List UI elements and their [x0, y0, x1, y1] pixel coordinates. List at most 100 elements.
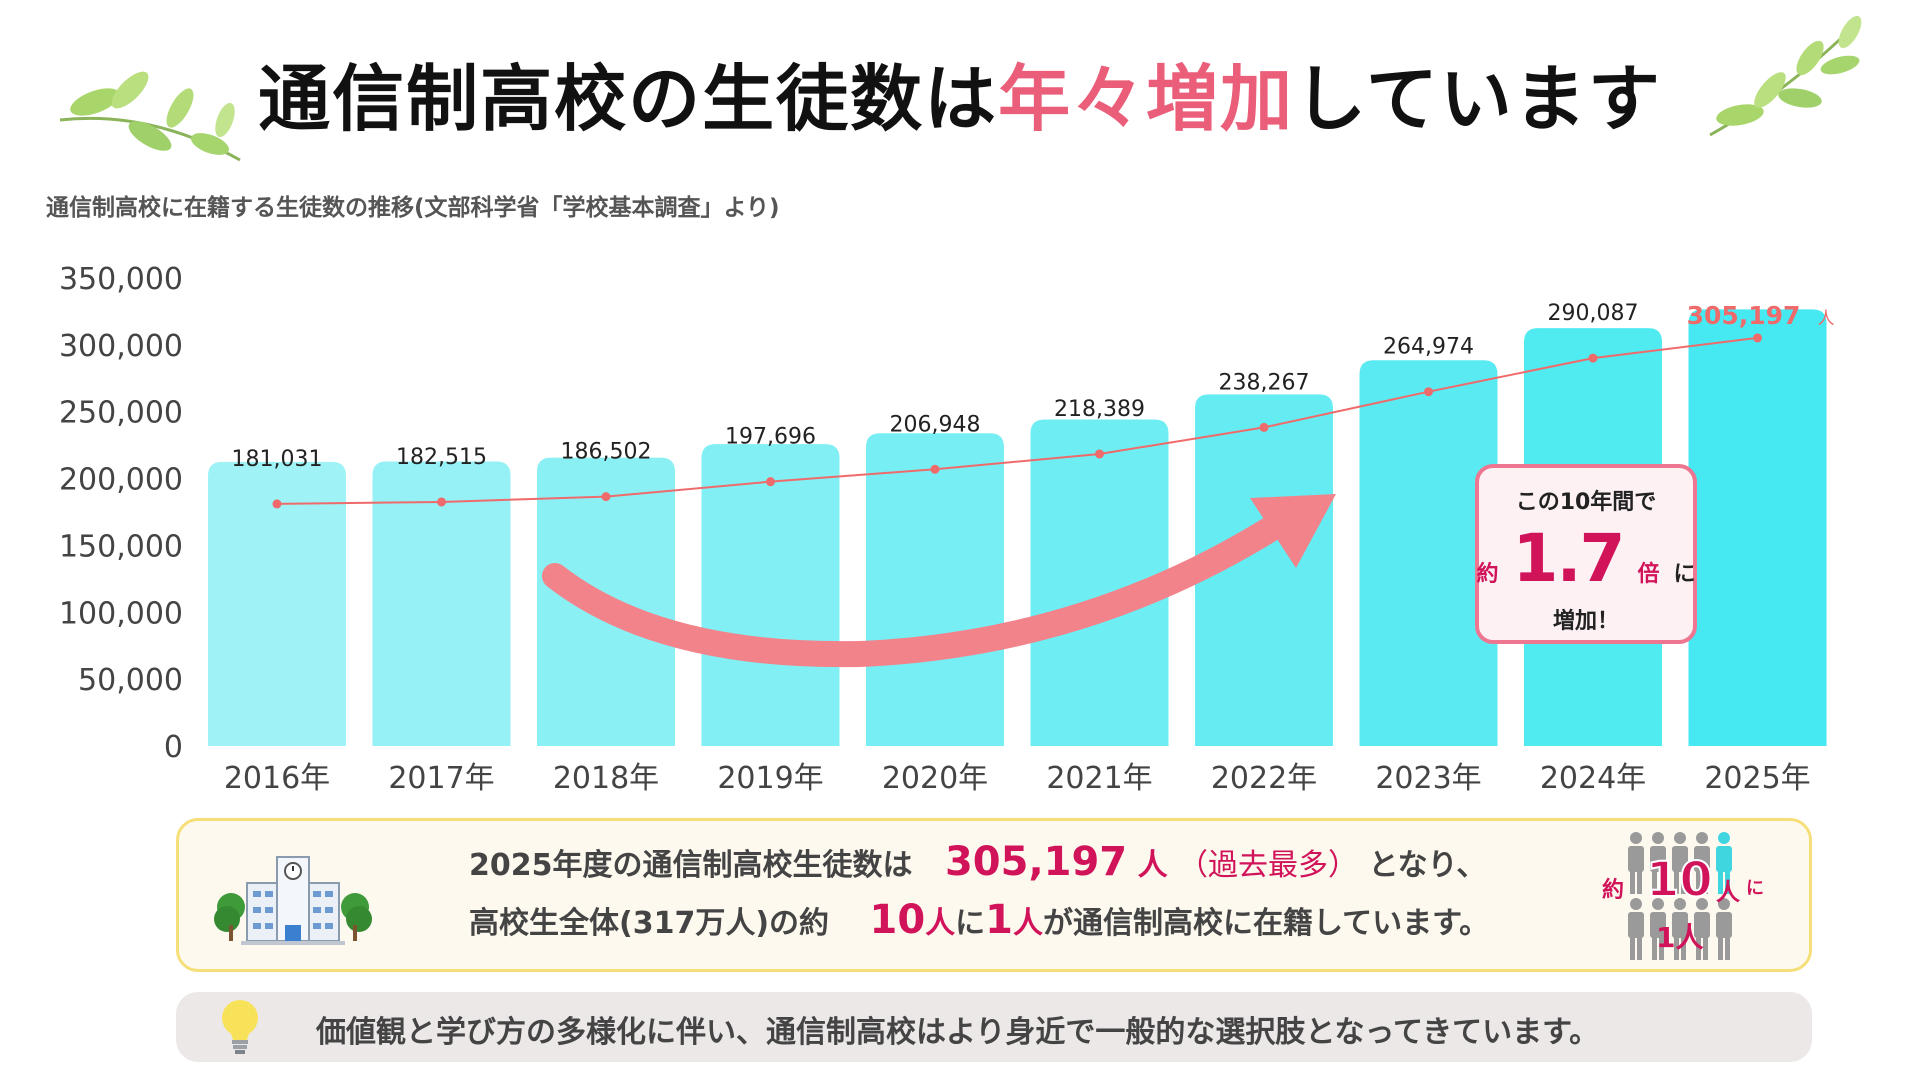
curved-arrow-icon — [542, 494, 1336, 668]
person-leg — [1681, 936, 1686, 960]
person-head — [1674, 898, 1686, 910]
info-line1: 2025年度の通信制高校生徒数は 305,197 人 （過去最多） となり、 — [469, 839, 1486, 885]
ratio-prefix: 約 — [1602, 878, 1625, 903]
person-leg — [1652, 870, 1657, 894]
bar — [1688, 309, 1827, 746]
leaf-branch-icon — [1709, 15, 1862, 137]
person-leg — [1718, 936, 1723, 960]
person-leg — [1637, 870, 1642, 894]
person-body — [1672, 846, 1688, 872]
info-line2: 高校生全体(317万人)の約 10人に1人が通信制高校に在籍しています。 — [469, 897, 1489, 943]
y-tick-label: 150,000 — [59, 529, 183, 564]
y-tick-label: 0 — [164, 730, 183, 765]
bar — [1195, 394, 1333, 746]
bar — [372, 461, 511, 746]
person-head — [1630, 898, 1642, 910]
data-label: 182,515 — [396, 445, 487, 470]
person-leg — [1725, 870, 1730, 894]
x-tick-label: 2020年 — [882, 761, 988, 796]
curved-arrow-head — [1250, 494, 1336, 568]
person-head — [1652, 898, 1664, 910]
ratio-graphic: 約 10 人 に 1人 — [1602, 830, 1788, 970]
info-line2-end: が通信制高校に在籍しています。 — [1043, 906, 1490, 941]
person-leg — [1659, 870, 1664, 894]
info-ratio-unit2: 人 — [1013, 906, 1044, 941]
y-axis: 0 50,000 100,000 150,000 200,000 250,000 300,0… — [59, 262, 183, 765]
page-title: 通信制高校の生徒数は年々増加しています — [0, 40, 1920, 145]
person-leg — [1703, 936, 1708, 960]
info-line1-text: 2025年度の通信制高校生徒数は — [469, 848, 913, 883]
person-head — [1718, 832, 1730, 844]
person-body — [1672, 912, 1688, 938]
callout-suffix: 倍 — [1637, 562, 1660, 587]
person-leg — [1652, 936, 1657, 960]
data-label: 186,502 — [561, 440, 652, 465]
person-leg — [1674, 936, 1679, 960]
person-head — [1696, 898, 1708, 910]
notice-text: 価値観と学び方の多様化に伴い、通信制高校はより身近で一般的な選択肢となってきてい… — [316, 1015, 1600, 1050]
x-tick-label: 2022年 — [1211, 761, 1317, 796]
ratio-ni: に — [1746, 878, 1764, 899]
ratio-number: 10 — [1645, 851, 1714, 909]
bar — [1030, 419, 1169, 746]
info-box: 2025年度の通信制高校生徒数は 305,197 人 （過去最多） となり、 高… — [176, 818, 1812, 972]
data-labels: 181,031 182,515 186,502 197,696 206,948 218,3… — [232, 301, 1835, 472]
person-body — [1716, 912, 1732, 938]
notice-bar: 価値観と学び方の多様化に伴い、通信制高校はより身近で一般的な選択肢となってきてい… — [176, 992, 1812, 1062]
bar — [208, 461, 346, 746]
info-ratio-ni: に — [955, 906, 986, 941]
callout-multiplier: 1.7 — [1512, 520, 1626, 597]
data-label: 218,389 — [1054, 397, 1145, 422]
person-head — [1630, 832, 1642, 844]
trend-line — [272, 333, 1762, 509]
person-leg — [1718, 870, 1723, 894]
data-label: 305,197 — [1687, 301, 1801, 330]
data-label: 264,974 — [1383, 335, 1474, 360]
person-leg — [1696, 870, 1701, 894]
leaf-branch-icon — [59, 71, 241, 162]
person-head — [1696, 832, 1708, 844]
info-ratio-unit1: 人 — [925, 906, 956, 941]
person-leg — [1630, 870, 1635, 894]
person-body — [1694, 846, 1710, 872]
person-head — [1674, 832, 1686, 844]
y-tick-label: 200,000 — [59, 463, 183, 498]
y-tick-label: 350,000 — [59, 262, 183, 297]
trend-polyline — [276, 336, 1758, 505]
info-line1-end: となり、 — [1368, 848, 1487, 883]
data-label-unit: 人 — [1818, 309, 1835, 329]
x-tick-label: 2017年 — [388, 761, 494, 796]
info-line2-text: 高校生全体(317万人)の約 — [469, 906, 830, 941]
ratio-unit: 人 — [1716, 878, 1740, 906]
person-body — [1628, 846, 1644, 872]
callout-line3: 増加！ — [1552, 609, 1619, 634]
y-tick-label: 300,000 — [59, 329, 183, 364]
growth-callout: この10年間で 約 1.7 倍 に 増加！ — [1475, 464, 1697, 644]
person-body — [1650, 912, 1666, 938]
y-tick-label: 100,000 — [59, 596, 183, 631]
person-body — [1716, 846, 1732, 872]
person-head — [1652, 832, 1664, 844]
x-tick-label: 2016年 — [224, 761, 330, 796]
person-body — [1694, 912, 1710, 938]
person-body — [1628, 912, 1644, 938]
info-ratio-ten: 10 — [869, 897, 926, 943]
x-tick-label: 2018年 — [553, 761, 659, 796]
x-tick-label: 2021年 — [1046, 761, 1152, 796]
info-record-note: （過去最多） — [1178, 848, 1359, 883]
x-tick-label: 2025年 — [1704, 761, 1810, 796]
y-tick-label: 250,000 — [59, 396, 183, 431]
callout-ni: に — [1673, 562, 1696, 587]
data-label: 197,696 — [725, 425, 816, 450]
callout-line1: この10年間で — [1515, 490, 1657, 515]
info-ratio-one: 1 — [985, 897, 1014, 943]
title-part1: 通信制高校の生徒数は — [258, 57, 999, 141]
person-body — [1650, 846, 1666, 872]
bar — [701, 444, 840, 746]
data-label: 290,087 — [1548, 301, 1639, 326]
info-total-unit: 人 — [1137, 848, 1168, 883]
data-label: 238,267 — [1219, 370, 1310, 395]
x-tick-label: 2024年 — [1540, 761, 1646, 796]
person-leg — [1674, 870, 1679, 894]
bar — [866, 433, 1004, 746]
